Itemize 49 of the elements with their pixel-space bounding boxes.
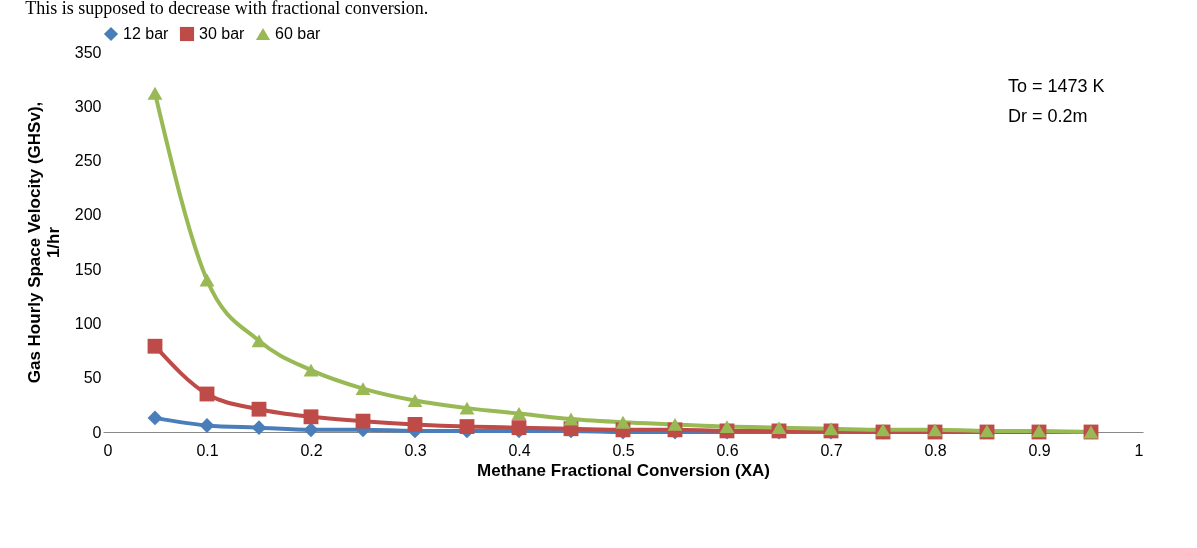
- x-tick-label: 0.2: [300, 441, 323, 459]
- x-tick-label: 0.9: [1028, 441, 1051, 459]
- annotation: To = 1473 K: [1008, 76, 1105, 96]
- x-tick-label: 0: [103, 441, 113, 459]
- point: [251, 420, 267, 436]
- legend-label: 12 bar: [123, 25, 170, 42]
- x-tick-label: 0.5: [612, 441, 635, 459]
- point: [511, 407, 527, 420]
- point: [355, 382, 371, 395]
- x-tick-label: 0.7: [820, 441, 843, 459]
- x-tick-label: 0.4: [508, 441, 531, 459]
- legend-label: 30 bar: [199, 25, 246, 42]
- point: [251, 334, 267, 348]
- x-tick-label: 0.6: [716, 441, 739, 459]
- point: [407, 394, 423, 407]
- point: [147, 338, 163, 354]
- point: [563, 412, 579, 426]
- y-tick-label: 250: [74, 152, 102, 170]
- point: [719, 420, 735, 433]
- y-tick-label: 300: [74, 97, 102, 115]
- y-tick-label: 100: [74, 314, 102, 332]
- point: [199, 273, 215, 287]
- y-tick-label: 50: [83, 369, 102, 387]
- y-axis-title: Gas Hourly Space Velocity (GHSv), 1/hr: [24, 101, 63, 384]
- point: [355, 413, 371, 429]
- x-tick-label: 1: [1134, 441, 1144, 459]
- y-tick-label: 0: [92, 423, 102, 441]
- point: [147, 86, 163, 100]
- point: [303, 409, 319, 425]
- annotation: Dr = 0.2m: [1008, 106, 1088, 126]
- x-tick-label: 0.1: [196, 441, 219, 459]
- point: [251, 401, 267, 417]
- point: [667, 417, 683, 431]
- point: [615, 415, 631, 429]
- point: [459, 401, 475, 415]
- legend-label: 60 bar: [275, 25, 322, 42]
- y-tick-label: 150: [74, 260, 102, 278]
- x-tick-label: 0.8: [924, 441, 947, 459]
- point: [459, 419, 475, 434]
- point: [303, 422, 319, 438]
- point: [771, 421, 787, 435]
- y-tick-label: 350: [74, 43, 102, 61]
- chart-title: This is supposed to decrease with fractional conversion.: [25, 0, 429, 18]
- y-tick-label: 200: [74, 206, 102, 224]
- point: [303, 363, 319, 377]
- x-axis-title: Methane Fractional Conversion (XA): [477, 460, 770, 480]
- point: [147, 410, 163, 426]
- point: [407, 416, 423, 432]
- x-tick-label: 0.3: [404, 441, 427, 459]
